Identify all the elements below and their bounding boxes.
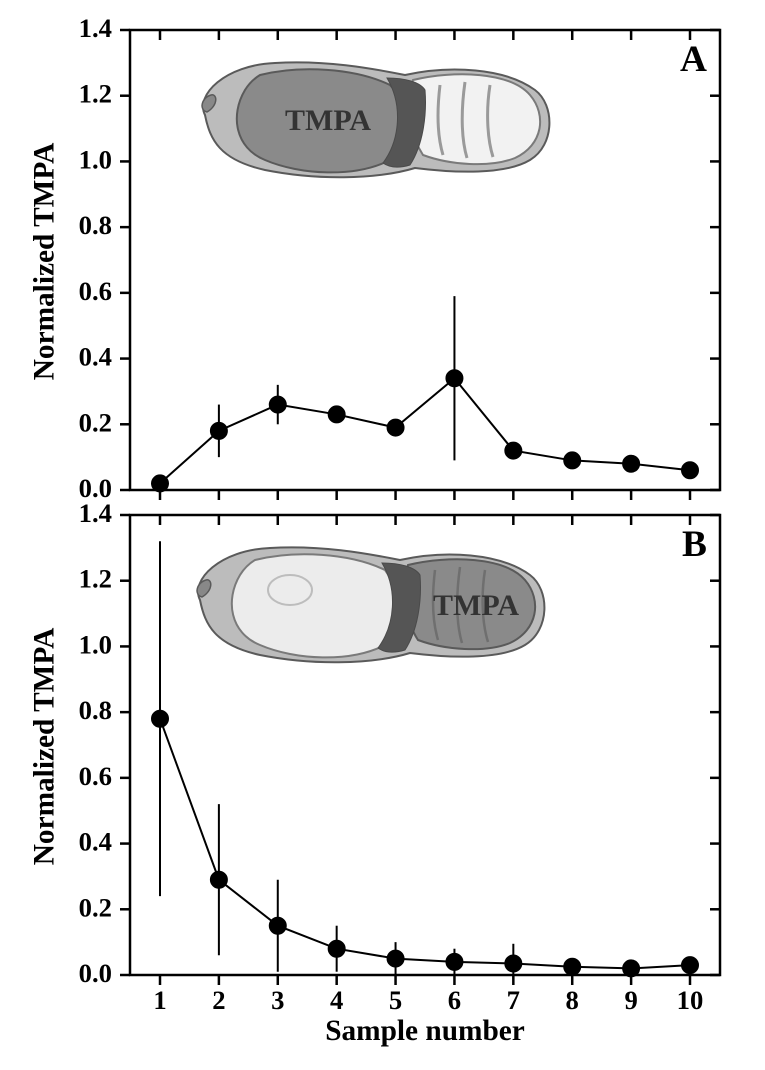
data-marker (446, 370, 463, 387)
inset-tmpa-label-a: TMPA (285, 104, 371, 137)
data-marker (210, 422, 227, 439)
figure: Normalized TMPA Normalized TMPA Sample n… (0, 0, 765, 1070)
y-tick-label: 1.4 (79, 498, 112, 528)
data-marker (387, 950, 404, 967)
panel-a-plot: TMPA 0.00.20.40.60.81.01.21.4 (0, 0, 765, 535)
x-tick-label: 1 (153, 985, 166, 1015)
x-tick-label: 8 (566, 985, 579, 1015)
y-tick-label: 0.2 (79, 892, 112, 922)
y-tick-label: 0.4 (79, 827, 112, 857)
inset-tmpa-label-b: TMPA (433, 589, 519, 622)
data-marker (505, 442, 522, 459)
data-marker (682, 957, 699, 974)
y-tick-label: 0.6 (79, 761, 112, 791)
data-marker (269, 396, 286, 413)
data-line (160, 378, 690, 483)
x-tick-label: 7 (507, 985, 520, 1015)
x-tick-label: 3 (271, 985, 284, 1015)
data-marker (564, 958, 581, 975)
y-tick-label: 1.2 (79, 564, 112, 594)
x-tick-label: 6 (448, 985, 461, 1015)
data-marker (328, 940, 345, 957)
data-marker (623, 455, 640, 472)
data-marker (269, 917, 286, 934)
data-marker (328, 406, 345, 423)
y-tick-label: 0.6 (79, 276, 112, 306)
data-marker (210, 871, 227, 888)
panel-b-plot: TMPA 0.0 0.2 0.4 0.6 0.8 1.0 1.2 1.4 1 2 3 4 5 6 7 8 9 10 (0, 485, 765, 1045)
data-marker (387, 419, 404, 436)
data-marker (152, 710, 169, 727)
x-tick-label: 9 (624, 985, 637, 1015)
data-line (160, 719, 690, 969)
y-tick-label: 1.4 (79, 13, 112, 43)
y-tick-label: 0.4 (79, 342, 112, 372)
data-marker (564, 452, 581, 469)
data-marker (682, 462, 699, 479)
data-marker (446, 953, 463, 970)
y-tick-label: 0.8 (79, 210, 112, 240)
inset-illustration-a: TMPA (202, 62, 549, 177)
y-tick-label: 0.0 (79, 958, 112, 988)
inset-illustration-b: TMPA (197, 547, 544, 662)
x-tick-label: 10 (677, 985, 704, 1015)
x-tick-label: 2 (212, 985, 225, 1015)
data-marker (623, 960, 640, 977)
x-tick-label: 4 (330, 985, 343, 1015)
y-tick-label: 1.0 (79, 629, 112, 659)
data-marker (505, 955, 522, 972)
x-tick-label: 5 (389, 985, 402, 1015)
y-tick-label: 1.2 (79, 79, 112, 109)
y-tick-label: 0.8 (79, 695, 112, 725)
y-tick-label: 0.2 (79, 407, 112, 437)
y-tick-label: 1.0 (79, 144, 112, 174)
